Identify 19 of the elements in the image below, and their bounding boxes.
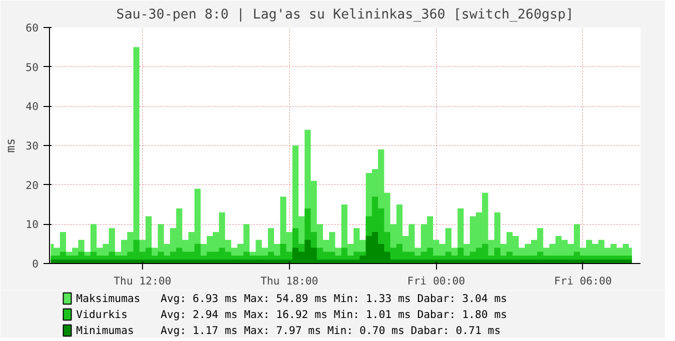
- y-tick-label: 30: [26, 140, 39, 152]
- text: Avg: 2.94 ms Max: 16.92 ms Min: 1.01 ms Dabar: 1.80 ms: [160, 308, 508, 321]
- x-tick-label: Thu 18:00: [260, 274, 318, 288]
- y-tick-label: 20: [26, 178, 39, 192]
- y-tick-label: 10: [26, 218, 39, 232]
- chart-title: Sau-30-pen 8:0 | Lag'as su Kelininkas_360 [switch_260gsp]: [116, 8, 574, 22]
- legend-label: Minimumas: [76, 324, 134, 337]
- y-tick-label: 50: [26, 60, 39, 74]
- y-tick-label: 0: [32, 258, 39, 270]
- x-tick-label: Fri 06:00: [554, 274, 612, 288]
- y-tick-label: 60: [26, 22, 39, 34]
- legend-label: Vidurkis: [76, 308, 128, 321]
- text: Avg: 6.93 ms Max: 54.89 ms Min: 1.33 ms Dabar: 3.04 ms: [160, 292, 508, 305]
- x-tick-label: Fri 00:00: [407, 274, 466, 288]
- x-tick-label: Thu 12:00: [114, 274, 172, 288]
- text: Avg: 1.17 ms Max: 7.97 ms Min: 0.70 ms Dabar: 0.71 ms: [160, 324, 501, 337]
- legend-label: Maksimumas: [76, 292, 140, 305]
- y-tick-label: 40: [26, 100, 39, 114]
- y-axis-title: ms: [4, 138, 18, 153]
